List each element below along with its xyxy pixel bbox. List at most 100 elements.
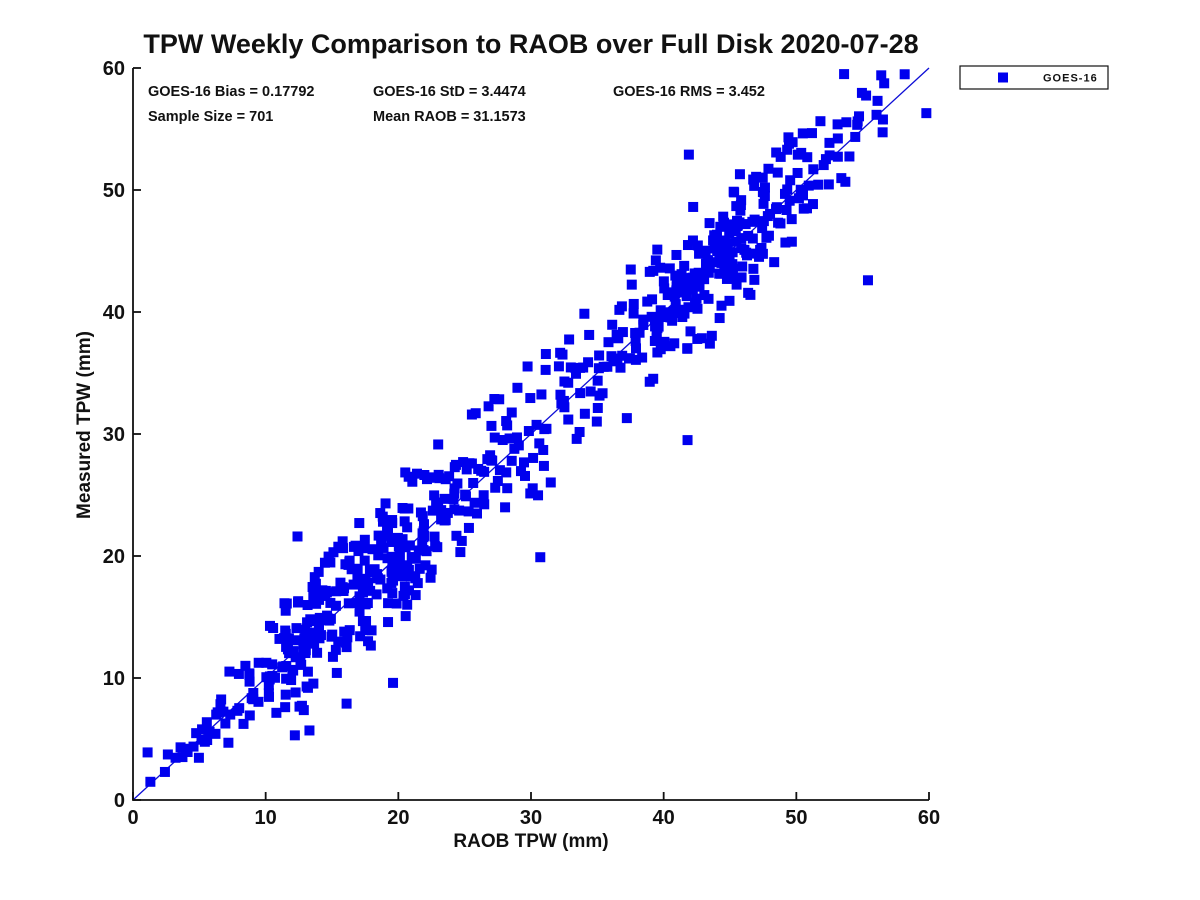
scatter-point	[706, 330, 717, 341]
scatter-point	[216, 694, 227, 705]
scatter-point	[528, 452, 539, 463]
scatter-point	[289, 730, 300, 741]
scatter-point	[651, 315, 662, 326]
scatter-point	[188, 741, 199, 752]
scatter-point	[634, 327, 645, 338]
scatter-point	[659, 336, 670, 347]
scatter-point	[839, 69, 850, 80]
scatter-point	[732, 215, 743, 226]
scatter-point	[500, 502, 511, 513]
scatter-point	[463, 506, 474, 517]
scatter-point	[775, 151, 786, 162]
x-axis-label: RAOB TPW (mm)	[453, 831, 608, 852]
scatter-point	[261, 657, 272, 668]
stat-sample-size: Sample Size = 701	[148, 109, 273, 125]
scatter-point	[823, 179, 834, 190]
scatter-point	[411, 468, 422, 479]
scatter-point	[579, 308, 590, 319]
scatter-point	[404, 540, 415, 551]
scatter-point	[638, 314, 649, 325]
scatter-point	[709, 243, 720, 254]
scatter-point	[479, 466, 490, 477]
scatter-point	[365, 640, 376, 651]
scatter-point	[339, 626, 350, 637]
scatter-point	[682, 343, 693, 354]
scatter-point	[673, 281, 684, 292]
scatter-point	[511, 432, 522, 443]
scatter-point	[308, 630, 319, 641]
scatter-point	[494, 394, 505, 405]
scatter-point	[651, 329, 662, 340]
scatter-point	[489, 432, 500, 443]
scatter-point	[461, 464, 472, 475]
scatter-point	[538, 460, 549, 471]
scatter-point	[387, 588, 398, 599]
scatter-point	[354, 606, 365, 617]
scatter-point	[737, 261, 748, 272]
scatter-point	[763, 163, 774, 174]
scatter-point	[535, 552, 546, 563]
scatter-point	[302, 617, 313, 628]
scatter-point	[682, 435, 693, 446]
scatter-point	[761, 232, 772, 243]
scatter-point	[899, 69, 910, 80]
scatter-point	[382, 553, 393, 564]
scatter-point	[371, 589, 382, 600]
scatter-point	[522, 361, 533, 372]
scatter-point	[330, 644, 341, 655]
scatter-point	[736, 233, 747, 244]
scatter-point	[293, 596, 304, 607]
scatter-point	[606, 351, 617, 362]
scatter-point	[238, 718, 249, 729]
scatter-point	[312, 647, 323, 658]
scatter-point	[616, 301, 627, 312]
scatter-point	[650, 255, 661, 266]
scatter-point	[692, 303, 703, 314]
scatter-point	[425, 572, 436, 583]
scatter-point	[824, 150, 835, 161]
scatter-point	[449, 488, 460, 499]
scatter-point	[449, 483, 460, 494]
scatter-point	[271, 707, 282, 718]
scatter-point	[302, 666, 313, 677]
stat-rms: GOES-16 RMS = 3.452	[613, 84, 765, 100]
scatter-point	[387, 518, 398, 529]
scatter-point	[748, 248, 759, 259]
scatter-point	[291, 623, 302, 634]
scatter-point	[358, 587, 369, 598]
scatter-point	[313, 566, 324, 577]
scatter-point	[727, 259, 738, 270]
scatter-point	[440, 515, 451, 526]
scatter-point	[382, 583, 393, 594]
scatter-point	[716, 300, 727, 311]
x-tick-label: 0	[127, 807, 138, 829]
scatter-point	[326, 631, 337, 642]
scatter-point	[679, 260, 690, 271]
scatter-point	[376, 532, 387, 543]
scatter-point	[346, 564, 357, 575]
scatter-point	[341, 698, 352, 709]
scatter-point	[780, 237, 791, 248]
scatter-point	[540, 364, 551, 375]
scatter-point	[264, 691, 275, 702]
scatter-point	[159, 766, 170, 777]
scatter-point	[536, 389, 547, 400]
scatter-point	[502, 420, 513, 431]
scatter-point	[365, 585, 376, 596]
scatter-point	[653, 321, 664, 332]
scatter-point	[664, 287, 675, 298]
scatter-point	[850, 131, 861, 142]
scatter-point	[815, 116, 826, 127]
scatter-point	[519, 470, 530, 481]
scatter-point	[282, 644, 293, 655]
scatter-point	[418, 526, 429, 537]
scatter-point	[263, 680, 274, 691]
scatter-point	[655, 344, 666, 355]
scatter-point	[402, 522, 413, 533]
scatter-point	[545, 477, 556, 488]
scatter-point	[797, 128, 808, 139]
scatter-point	[388, 677, 399, 688]
scatter-point	[490, 482, 501, 493]
scatter-point	[559, 402, 570, 413]
scatter-point	[757, 223, 768, 234]
